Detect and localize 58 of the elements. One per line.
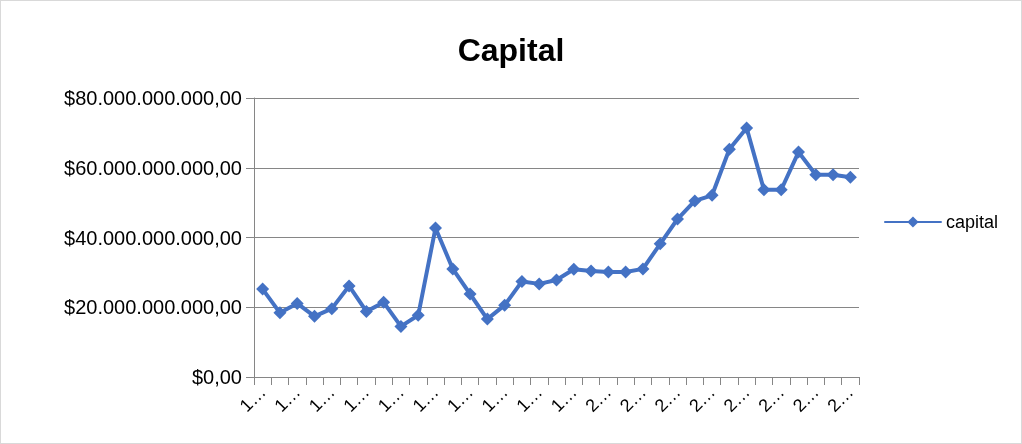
x-tick-label: 1…: [339, 381, 374, 416]
point: [411, 308, 425, 322]
x-tick-label: 1…: [512, 381, 547, 416]
point: [792, 145, 805, 159]
y-tick-label: $40.000.000.000,00: [64, 226, 242, 249]
point: [740, 121, 754, 135]
point: [463, 287, 477, 301]
x-tick-label: 1…: [443, 381, 478, 416]
y-tick-label: $0,00: [191, 366, 242, 388]
point: [601, 265, 615, 279]
point: [671, 212, 684, 226]
point: [843, 170, 857, 184]
x-tick-label: 1…: [546, 381, 581, 416]
x-tick-label: 1…: [270, 381, 305, 416]
x-tick-label: 1…: [374, 381, 408, 416]
point: [480, 312, 494, 326]
point: [273, 306, 287, 320]
point: [359, 304, 373, 318]
point: [619, 265, 633, 279]
point: [532, 277, 546, 291]
x-tick-label: 2…: [823, 381, 858, 416]
point: [308, 309, 321, 323]
point: [757, 183, 771, 197]
x-tick-label: 2…: [616, 381, 650, 416]
x-tick-label: 2…: [685, 381, 720, 416]
point: [826, 168, 840, 182]
chart-title: Capital: [457, 32, 565, 68]
point: [256, 282, 270, 296]
point: [809, 168, 823, 182]
point: [515, 274, 529, 288]
point: [498, 298, 512, 312]
point: [550, 273, 563, 287]
x-tick-label: 2…: [754, 381, 789, 416]
point: [325, 302, 339, 316]
x-tick-label: 2…: [581, 381, 616, 416]
x-tick-label: 2…: [788, 381, 823, 416]
point: [584, 264, 598, 278]
point: [653, 237, 667, 251]
y-tick-label: $80.000.000.000,00: [64, 87, 242, 109]
point: [567, 262, 581, 276]
point: [394, 319, 408, 333]
x-tick-label: 1…: [408, 381, 443, 416]
x-tick-label: 1…: [477, 381, 512, 416]
point: [446, 262, 460, 276]
point: [377, 295, 391, 309]
y-tick-label: $60.000.000.000,00: [64, 156, 242, 179]
x-tick-label: 2…: [719, 381, 754, 416]
point: [342, 279, 356, 293]
point: [774, 183, 788, 197]
x-tick-label: 1…: [304, 381, 339, 416]
point: [705, 188, 719, 202]
point: [688, 194, 702, 208]
x-tick-label: 2…: [650, 381, 685, 416]
legend-label: capital: [945, 212, 998, 232]
point: [636, 262, 650, 276]
point: [722, 142, 736, 156]
y-tick-label: $20.000.000.000,00: [64, 296, 242, 319]
point: [290, 296, 304, 310]
